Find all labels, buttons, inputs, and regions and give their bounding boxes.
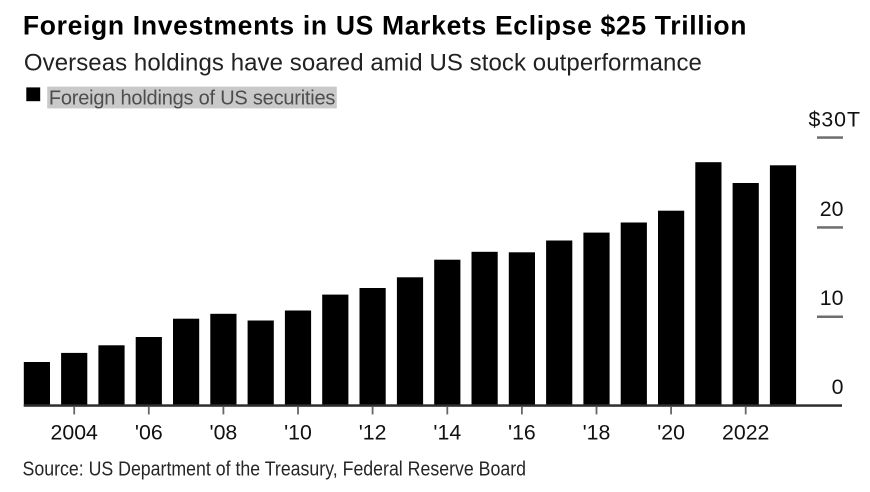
svg-text:Foreign holdings of US securit: Foreign holdings of US securities [49, 87, 336, 109]
svg-text:10: 10 [820, 286, 844, 310]
svg-text:Foreign Investments in US Mark: Foreign Investments in US Markets Eclips… [23, 10, 747, 40]
svg-text:Overseas holdings have soared: Overseas holdings have soared amid US st… [24, 49, 702, 76]
svg-text:2004: 2004 [51, 421, 99, 445]
svg-text:'14: '14 [433, 421, 461, 445]
svg-text:$30T: $30T [809, 107, 861, 131]
svg-text:'12: '12 [359, 421, 387, 445]
svg-text:'08: '08 [210, 421, 238, 445]
svg-text:'18: '18 [583, 421, 611, 445]
svg-text:'20: '20 [657, 421, 685, 445]
svg-text:'16: '16 [508, 421, 536, 445]
svg-text:Source: US Department of the T: Source: US Department of the Treasury, F… [23, 458, 527, 481]
svg-text:'06: '06 [135, 421, 163, 445]
svg-text:'10: '10 [284, 421, 312, 445]
svg-text:20: 20 [820, 197, 844, 221]
svg-text:0: 0 [832, 375, 844, 399]
svg-text:2022: 2022 [722, 421, 769, 445]
